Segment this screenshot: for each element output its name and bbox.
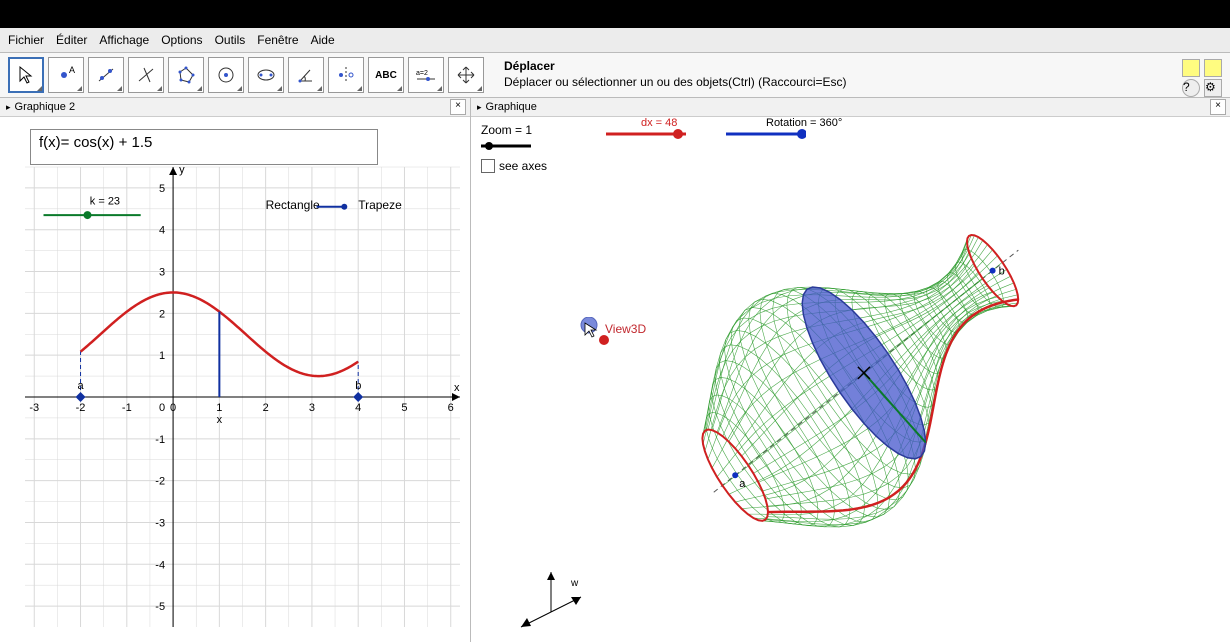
svg-text:w: w: [570, 578, 579, 589]
undo-icon[interactable]: [1182, 59, 1200, 77]
tool-desc-title: Déplacer: [504, 59, 847, 75]
svg-text:4: 4: [159, 225, 165, 237]
svg-text:k = 23: k = 23: [90, 196, 120, 208]
svg-text:b: b: [355, 380, 361, 392]
svg-text:-5: -5: [155, 601, 165, 613]
menu-outils[interactable]: Outils: [215, 33, 246, 47]
tool-angle[interactable]: [288, 57, 324, 93]
panel-title: Graphique 2: [15, 101, 76, 113]
toolbar: A ABC a=2 Déplacer Déplacer ou sélection…: [0, 53, 1230, 98]
settings-icon[interactable]: ⚙: [1204, 79, 1222, 97]
panel-collapse-icon[interactable]: ▸: [6, 102, 11, 113]
svg-text:2: 2: [159, 308, 165, 320]
chart-3d: ab: [471, 117, 1230, 637]
svg-text:5: 5: [159, 183, 165, 195]
checkbox-icon: [481, 159, 495, 173]
tool-point[interactable]: A: [48, 57, 84, 93]
svg-text:-1: -1: [122, 402, 132, 414]
zoom-label: Zoom = 1: [481, 123, 532, 137]
video-blackbar: [0, 0, 1230, 28]
tool-desc-sub: Déplacer ou sélectionner un ou des objet…: [504, 75, 847, 91]
chart-2d[interactable]: -3 -2 -1 0 1 2 3 4 5 6 -5 -4 -3 -2 -1 1 2 3 4 5 0 x y a b x k = 23…: [0, 117, 470, 637]
svg-text:-4: -4: [155, 559, 165, 571]
svg-text:-2: -2: [155, 476, 165, 488]
menu-aide[interactable]: Aide: [311, 33, 335, 47]
panel-close-button[interactable]: ×: [1210, 99, 1226, 115]
see-axes-label: see axes: [499, 159, 547, 173]
dx-slider[interactable]: [606, 129, 686, 139]
svg-text:-3: -3: [29, 402, 39, 414]
svg-text:0: 0: [170, 402, 176, 414]
tool-polygon[interactable]: [168, 57, 204, 93]
svg-text:Rectangle: Rectangle: [266, 198, 320, 212]
tool-circle[interactable]: [208, 57, 244, 93]
rotation-slider[interactable]: [726, 129, 806, 139]
svg-text:x: x: [454, 382, 460, 394]
tool-slider[interactable]: a=2: [408, 57, 444, 93]
svg-text:y: y: [179, 164, 185, 176]
menu-fenetre[interactable]: Fenêtre: [257, 33, 298, 47]
menu-editer[interactable]: Éditer: [56, 33, 87, 47]
view3d-button[interactable]: [579, 317, 601, 341]
svg-text:2: 2: [263, 402, 269, 414]
svg-text:-2: -2: [76, 402, 86, 414]
panel-collapse-icon[interactable]: ▸: [477, 102, 482, 113]
svg-text:0: 0: [159, 402, 165, 414]
svg-text:5: 5: [401, 402, 407, 414]
toolbar-right-icons: ?⚙: [1182, 59, 1222, 97]
tool-ellipse[interactable]: [248, 57, 284, 93]
svg-text:a: a: [78, 380, 85, 392]
svg-text:1: 1: [159, 350, 165, 362]
axis-triad: w: [511, 562, 591, 632]
see-axes-checkbox[interactable]: see axes: [481, 159, 547, 173]
tool-line[interactable]: [88, 57, 124, 93]
dx-label: dx = 48: [641, 117, 677, 129]
zoom-slider[interactable]: [481, 141, 531, 151]
svg-text:A: A: [69, 65, 75, 75]
tool-text[interactable]: ABC: [368, 57, 404, 93]
svg-text:Trapeze: Trapeze: [358, 198, 402, 212]
svg-text:a=2: a=2: [416, 70, 428, 77]
svg-text:3: 3: [309, 402, 315, 414]
menu-options[interactable]: Options: [161, 33, 202, 47]
panel-graphique2: ▸ Graphique 2 × f(x)= cos(x) + 1.5 -3-2-…: [0, 98, 471, 642]
panel-title: Graphique: [486, 101, 537, 113]
menu-affichage[interactable]: Affichage: [99, 33, 149, 47]
rotation-label: Rotation = 360°: [766, 117, 842, 129]
svg-text:-3: -3: [155, 517, 165, 529]
svg-text:a: a: [739, 478, 746, 490]
svg-text:x: x: [217, 414, 223, 426]
svg-text:-1: -1: [155, 434, 165, 446]
tool-perpendicular[interactable]: [128, 57, 164, 93]
panel-graphique: ▸ Graphique × Zoom = 1 dx = 48 Rotation …: [471, 98, 1230, 642]
svg-text:3: 3: [159, 267, 165, 279]
tool-move[interactable]: [8, 57, 44, 93]
redo-icon[interactable]: [1204, 59, 1222, 77]
svg-text:b: b: [999, 266, 1005, 278]
svg-text:6: 6: [448, 402, 454, 414]
tool-reflect[interactable]: [328, 57, 364, 93]
svg-text:1: 1: [216, 402, 222, 414]
help-icon[interactable]: ?: [1182, 79, 1200, 97]
tool-description: Déplacer Déplacer ou sélectionner un ou …: [504, 59, 847, 90]
view3d-dot: [599, 335, 609, 345]
menubar: Fichier Éditer Affichage Options Outils …: [0, 28, 1230, 53]
menu-fichier[interactable]: Fichier: [8, 33, 44, 47]
panel-close-button[interactable]: ×: [450, 99, 466, 115]
view3d-label: View3D: [605, 322, 646, 336]
svg-text:4: 4: [355, 402, 361, 414]
tool-moveview[interactable]: [448, 57, 484, 93]
